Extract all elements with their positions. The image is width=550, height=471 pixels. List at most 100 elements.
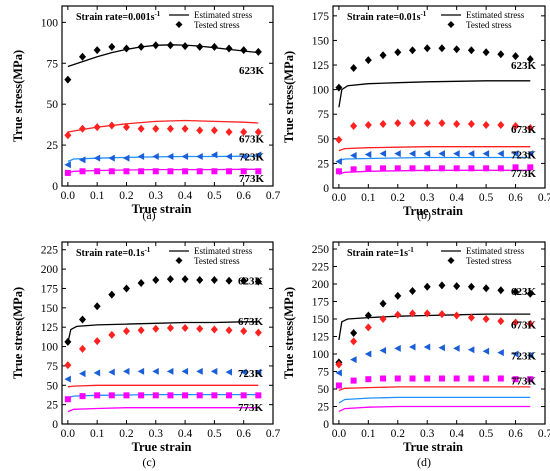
strain-rate-text: Strain rate=0.001s: [76, 12, 155, 23]
tested-point-773K: [335, 382, 342, 389]
y-axis-label: True stress(MPa): [282, 287, 296, 379]
tested-point-773K: [468, 375, 475, 382]
tested-point-723K: [394, 344, 401, 352]
tested-point-673K: [467, 313, 475, 322]
tested-point-723K: [196, 367, 203, 375]
y-tick-label: 75: [47, 58, 59, 70]
tested-point-623K: [93, 302, 101, 311]
tested-point-673K: [512, 122, 520, 131]
tested-point-773K: [167, 392, 174, 399]
y-tick-label: 25: [47, 140, 59, 152]
tested-point-673K: [482, 121, 490, 130]
estimated-line-673K: [67, 119, 259, 133]
tested-point-623K: [423, 282, 431, 291]
series-773K: 773K: [64, 168, 265, 185]
tested-point-723K: [335, 369, 342, 377]
tested-point-673K: [364, 121, 372, 130]
y-tick-label: 50: [318, 384, 330, 396]
temperature-label-673K: 673K: [511, 124, 537, 136]
tested-point-673K: [350, 337, 358, 346]
tested-point-723K: [196, 153, 203, 161]
estimated-line-673K: [338, 386, 531, 392]
temperature-label-723K: 723K: [238, 368, 264, 380]
tested-point-673K: [108, 121, 116, 130]
tested-point-773K: [394, 375, 401, 382]
tested-point-723K: [409, 343, 416, 351]
tested-point-723K: [254, 368, 262, 376]
tested-point-723K: [240, 153, 247, 161]
tested-point-773K: [255, 392, 262, 399]
estimated-line-723K: [338, 396, 531, 404]
x-tick-label: 0.7: [266, 428, 281, 440]
tested-point-773K: [380, 375, 387, 382]
legend-diamond-swatch: [447, 21, 455, 28]
tested-point-623K: [166, 41, 174, 50]
y-tick-label: 125: [312, 60, 330, 72]
x-tick-label: 0.6: [508, 192, 523, 204]
tested-point-623K: [482, 284, 490, 293]
tested-point-723K: [93, 154, 101, 162]
y-tick-label: 250: [312, 244, 330, 256]
tested-point-673K: [122, 123, 130, 132]
panel-caption: (c): [142, 455, 155, 469]
x-tick-label: 0.0: [61, 190, 76, 202]
tested-point-623K: [409, 287, 416, 295]
x-tick-label: 0.1: [361, 428, 376, 440]
tested-point-773K: [64, 169, 71, 176]
tested-point-723K: [350, 356, 357, 364]
tested-point-723K: [350, 152, 357, 160]
tested-point-773K: [424, 375, 431, 382]
x-tick-label: 0.1: [361, 192, 376, 204]
tested-point-623K: [350, 329, 358, 337]
tested-point-673K: [335, 135, 343, 144]
tested-point-623K: [79, 315, 87, 324]
tested-point-623K: [364, 56, 372, 65]
legend-estimated-label: Estimated stress: [466, 246, 525, 256]
tested-point-673K: [526, 123, 534, 132]
x-tick-label: 0.6: [237, 190, 252, 202]
tested-point-623K: [108, 42, 116, 51]
x-tick-label: 0.0: [332, 192, 347, 204]
tested-point-673K: [394, 310, 402, 319]
tested-point-723K: [166, 367, 174, 375]
tested-point-623K: [482, 48, 490, 57]
series-673K: 673K: [64, 316, 264, 388]
plot-frame: [61, 5, 274, 187]
legend-tested-label: Tested stress: [466, 20, 512, 30]
tested-point-773K: [255, 168, 262, 175]
tested-point-773K: [79, 168, 86, 175]
y-tick-label: 200: [41, 264, 59, 276]
tested-point-623K: [254, 277, 262, 286]
y-tick-label: 0: [323, 183, 329, 195]
strain-rate-exponent: -1: [154, 10, 160, 18]
tested-point-723K: [512, 350, 519, 358]
strain-rate-text: Strain rate=0.01s: [347, 12, 421, 23]
tested-point-623K: [379, 51, 387, 60]
tested-point-773K: [108, 392, 115, 399]
tested-point-673K: [93, 337, 101, 346]
y-tick-label: 125: [312, 332, 330, 344]
y-axis-label: True stress(MPa): [11, 287, 25, 379]
tested-point-623K: [438, 281, 446, 290]
panel-caption: (d): [417, 455, 431, 469]
tested-point-673K: [79, 124, 87, 133]
tested-point-723K: [379, 150, 387, 158]
tested-point-723K: [364, 350, 372, 358]
tested-point-623K: [512, 52, 520, 61]
x-tick-label: 0.6: [508, 428, 523, 440]
series-773K: 773K: [64, 392, 264, 414]
series-723K: 723K: [64, 367, 264, 399]
tested-point-623K: [152, 41, 160, 50]
x-axis-label: True strain: [403, 204, 463, 218]
x-tick-label: 0.0: [332, 428, 347, 440]
temperature-label-723K: 723K: [239, 152, 265, 164]
tested-point-623K: [497, 286, 505, 295]
tested-point-723K: [122, 367, 130, 375]
tested-point-723K: [409, 150, 416, 158]
tested-point-673K: [409, 309, 416, 318]
y-tick-label: 75: [318, 109, 330, 121]
tested-point-773K: [365, 376, 372, 383]
temperature-label-773K: 773K: [511, 376, 537, 388]
tested-point-673K: [122, 327, 130, 336]
y-tick-label: 50: [47, 99, 59, 111]
